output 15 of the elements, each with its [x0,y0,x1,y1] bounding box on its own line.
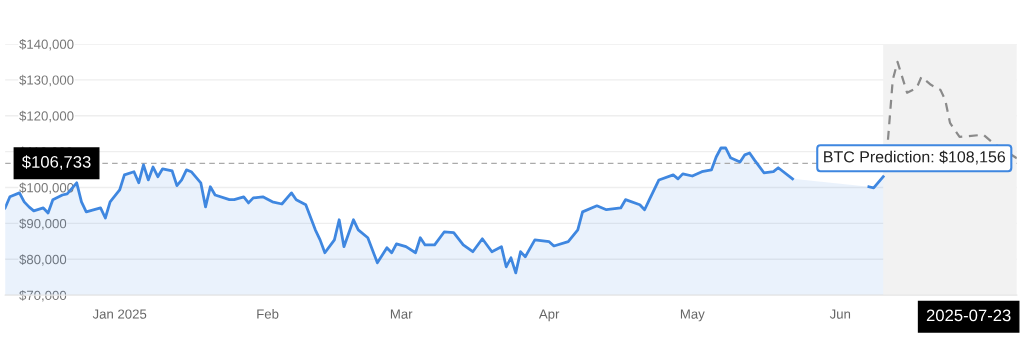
y-tick-label: $80,000 [19,254,67,266]
y-tick-label: $130,000 [19,74,74,87]
ref-line-label: $106,733 [21,155,91,170]
x-tick-label: Apr [538,309,560,322]
y-tick-label: $70,000 [19,290,67,302]
x-tick-label: Mar [390,309,413,319]
x-tick-label: Feb [257,309,279,319]
annotation: BTC Prediction: $108,156 [824,150,1006,165]
y-tick-label: $140,000 [19,38,74,51]
text: 2025-07-23 [926,309,1011,322]
x-tick-label: Jan 2025 [92,309,147,319]
y-tick-label: $120,000 [19,110,74,123]
y-tick-label: $90,000 [19,218,67,230]
x-tick-label: Jun [829,309,851,319]
x-tick-label: May [680,309,705,322]
